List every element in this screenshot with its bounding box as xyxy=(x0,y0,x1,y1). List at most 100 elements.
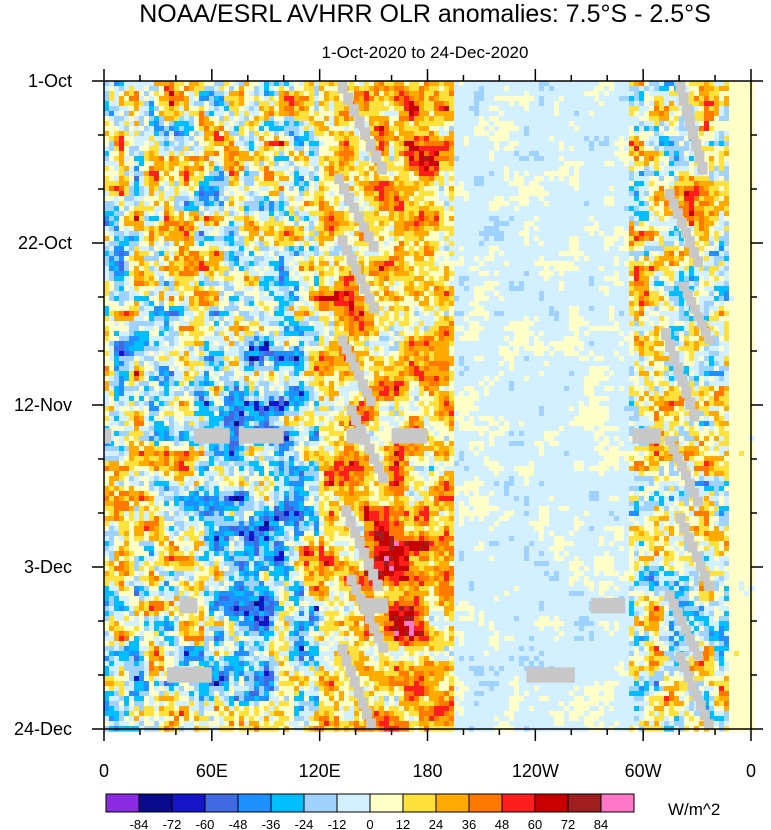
heatmap-cell xyxy=(184,171,190,177)
heatmap-cell xyxy=(479,156,485,162)
heatmap-cell xyxy=(464,196,470,202)
heatmap-cell xyxy=(509,101,515,107)
heatmap-cell xyxy=(634,181,640,187)
heatmap-cell xyxy=(444,146,450,152)
heatmap-cell xyxy=(649,116,655,122)
heatmap-cell xyxy=(104,241,110,247)
heatmap-cell xyxy=(269,141,275,147)
heatmap-cell xyxy=(609,136,615,142)
heatmap-cell xyxy=(179,271,185,277)
heatmap-cell xyxy=(434,186,440,192)
heatmap-cell xyxy=(149,211,155,217)
heatmap-cell xyxy=(319,196,325,202)
heatmap-cell xyxy=(329,101,335,107)
heatmap-cell xyxy=(179,86,185,92)
heatmap-cell xyxy=(309,141,315,147)
heatmap-cell xyxy=(274,186,280,192)
heatmap-cell xyxy=(144,181,150,187)
chart-subtitle: 1-Oct-2020 to 24-Dec-2020 xyxy=(322,43,529,62)
heatmap-cell xyxy=(204,171,210,177)
heatmap-cell xyxy=(554,206,560,212)
heatmap-cell xyxy=(474,106,480,112)
heatmap-cell xyxy=(544,211,550,217)
heatmap-cell xyxy=(394,186,400,192)
heatmap-cell xyxy=(204,221,210,227)
heatmap-cell xyxy=(664,251,670,257)
heatmap-cell xyxy=(534,156,540,162)
heatmap-cell xyxy=(644,171,650,177)
heatmap-cell xyxy=(739,256,745,262)
heatmap-cell xyxy=(119,266,125,272)
heatmap-cell xyxy=(264,251,270,257)
heatmap-cell xyxy=(264,221,270,227)
heatmap-cell xyxy=(169,251,175,257)
heatmap-cell xyxy=(274,216,280,222)
heatmap-cell xyxy=(164,176,170,182)
heatmap-cell xyxy=(184,126,190,132)
heatmap-cell xyxy=(624,146,630,152)
heatmap-cell xyxy=(189,126,195,132)
heatmap-cell xyxy=(144,206,150,212)
heatmap-cell xyxy=(554,111,560,117)
heatmap-cell xyxy=(399,261,405,267)
heatmap-cell xyxy=(634,161,640,167)
heatmap-cell xyxy=(364,81,370,87)
heatmap-cell xyxy=(179,96,185,102)
heatmap-cell xyxy=(554,126,560,132)
heatmap-cell xyxy=(289,81,295,87)
heatmap-cell xyxy=(549,176,555,182)
heatmap-cell xyxy=(424,246,430,252)
heatmap-cell xyxy=(684,141,690,147)
heatmap-cell xyxy=(389,141,395,147)
heatmap-cell xyxy=(519,111,525,117)
heatmap-cell xyxy=(734,126,740,132)
heatmap-cell xyxy=(619,186,625,192)
heatmap-cell xyxy=(494,256,500,262)
heatmap-cell xyxy=(504,186,510,192)
heatmap-cell xyxy=(324,91,330,97)
heatmap-cell xyxy=(714,251,720,257)
heatmap-cell xyxy=(424,241,430,247)
heatmap-cell xyxy=(159,146,165,152)
heatmap-cell xyxy=(314,116,320,122)
heatmap-cell xyxy=(369,131,375,137)
heatmap-cell xyxy=(509,226,515,232)
heatmap-cell xyxy=(264,146,270,152)
heatmap-cell xyxy=(684,266,690,272)
heatmap-cell xyxy=(644,131,650,137)
heatmap-cell xyxy=(294,256,300,262)
heatmap-cell xyxy=(319,146,325,152)
heatmap-cell xyxy=(639,191,645,197)
heatmap-cell xyxy=(494,261,500,267)
heatmap-cell xyxy=(664,266,670,272)
heatmap-cell xyxy=(544,186,550,192)
heatmap-cell xyxy=(479,96,485,102)
heatmap-cell xyxy=(234,141,240,147)
heatmap-cell xyxy=(359,141,365,147)
heatmap-cell xyxy=(249,176,255,182)
heatmap-cell xyxy=(284,261,290,267)
heatmap-cell xyxy=(384,256,390,262)
heatmap-cell xyxy=(499,86,505,92)
heatmap-cell xyxy=(399,236,405,242)
heatmap-cell xyxy=(474,176,480,182)
heatmap-cell xyxy=(569,131,575,137)
heatmap-cell xyxy=(729,191,735,197)
heatmap-cell xyxy=(104,236,110,242)
heatmap-cell xyxy=(464,141,470,147)
heatmap-cell xyxy=(549,241,555,247)
heatmap-cell xyxy=(469,236,475,242)
heatmap-cell xyxy=(634,121,640,127)
heatmap-cell xyxy=(724,216,730,222)
heatmap-cell xyxy=(104,196,110,202)
heatmap-cell xyxy=(519,186,525,192)
heatmap-cell xyxy=(234,181,240,187)
heatmap-cell xyxy=(739,91,745,97)
heatmap-cell xyxy=(159,161,165,167)
heatmap-cell xyxy=(299,196,305,202)
heatmap-cell xyxy=(499,216,505,222)
heatmap-cell xyxy=(739,171,745,177)
heatmap-cell xyxy=(584,146,590,152)
heatmap-cell xyxy=(154,211,160,217)
heatmap-cell xyxy=(654,246,660,252)
